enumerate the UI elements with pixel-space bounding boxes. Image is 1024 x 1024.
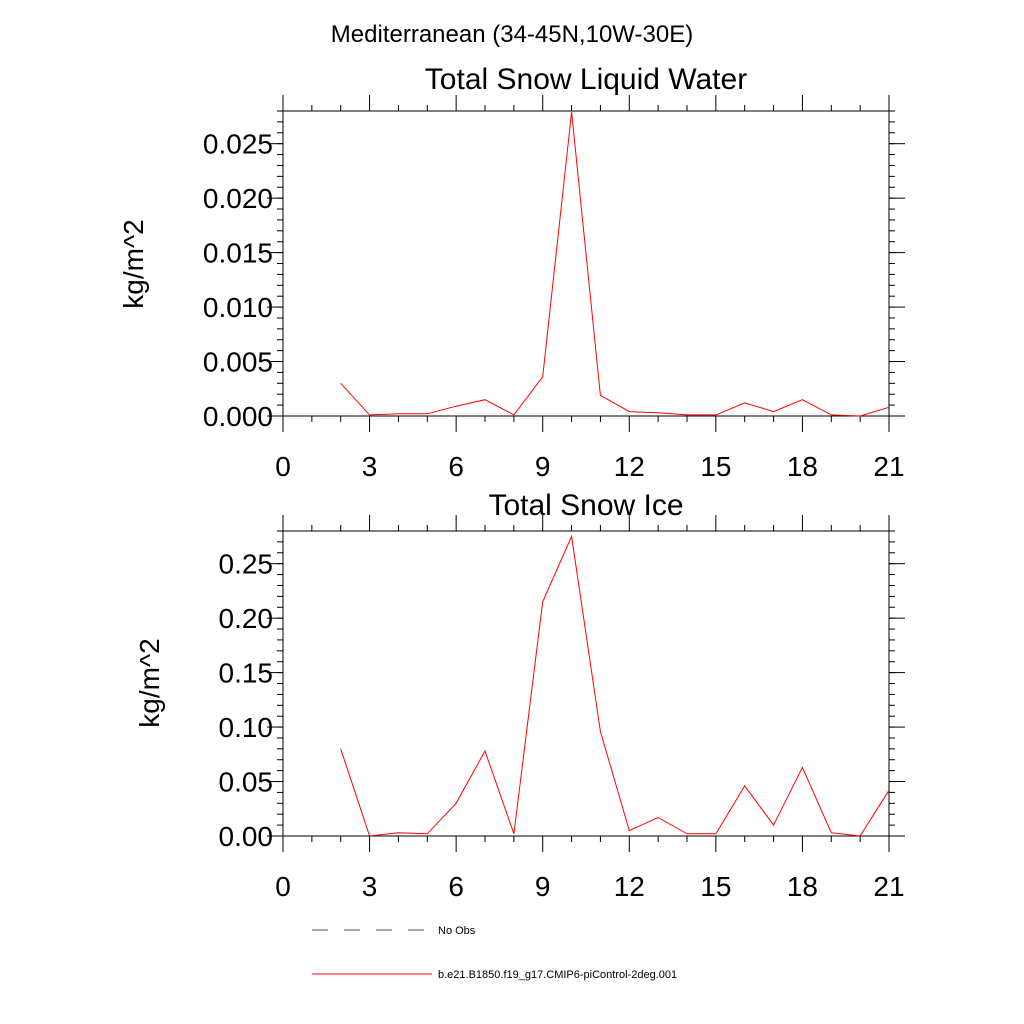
x-tick-label: 9 — [535, 871, 551, 902]
x-tick-label: 3 — [362, 871, 378, 902]
y-axis-label-snow-liquid-water: kg/m^2 — [118, 219, 149, 308]
y-tick-label: 0.010 — [203, 292, 273, 323]
x-tick-label: 12 — [614, 871, 645, 902]
series-line — [340, 534, 890, 837]
x-tick-label: 15 — [700, 451, 731, 482]
x-tick-label: 18 — [787, 451, 818, 482]
legend-label-model: b.e21.B1850.f19_g17.CMIP6-piControl-2deg… — [438, 969, 677, 981]
y-tick-label: 0.05 — [219, 767, 274, 798]
y-tick-label: 0.000 — [203, 401, 273, 432]
panel-snow-liquid-water: Total Snow Liquid Water kg/m^2 0 3 6 9 12 15 1… — [118, 63, 905, 482]
x-tick-label: 0 — [275, 871, 291, 902]
legend-label-no-obs: No Obs — [438, 925, 476, 937]
plot-frame — [282, 110, 890, 417]
x-tick-label: 0 — [275, 451, 291, 482]
x-tick-label: 6 — [448, 451, 464, 482]
y-tick-label: 0.020 — [203, 183, 273, 214]
panel-snow-ice: Total Snow Ice kg/m^2 0 3 6 9 12 15 18 21 0.00 0.… — [134, 489, 905, 902]
panel-title-snow-ice: Total Snow Ice — [488, 489, 683, 522]
y-tick-label: 0.025 — [203, 129, 273, 160]
y-tick-label: 0.15 — [219, 658, 274, 689]
plot-frame — [282, 530, 890, 837]
series-line — [340, 112, 890, 417]
y-tick-label: 0.015 — [203, 238, 273, 269]
x-tick-label: 21 — [873, 871, 904, 902]
panel-title-snow-liquid-water: Total Snow Liquid Water — [425, 63, 747, 96]
figure-title: Mediterranean (34-45N,10W-30E) — [331, 21, 693, 48]
x-tick-label: 9 — [535, 451, 551, 482]
x-tick-label: 3 — [362, 451, 378, 482]
y-tick-label: 0.005 — [203, 347, 273, 378]
y-axis-label-snow-ice: kg/m^2 — [134, 638, 165, 727]
x-tick-label: 21 — [873, 451, 904, 482]
y-tick-label: 0.20 — [219, 603, 274, 634]
y-tick-label: 0.10 — [219, 712, 274, 743]
x-tick-label: 18 — [787, 871, 818, 902]
x-tick-label: 6 — [448, 871, 464, 902]
legend: No Obs b.e21.B1850.f19_g17.CMIP6-piContr… — [312, 925, 677, 981]
y-tick-label: 0.00 — [219, 821, 274, 852]
x-tick-label: 15 — [700, 871, 731, 902]
x-tick-label: 12 — [614, 451, 645, 482]
y-tick-label: 0.25 — [219, 549, 274, 580]
